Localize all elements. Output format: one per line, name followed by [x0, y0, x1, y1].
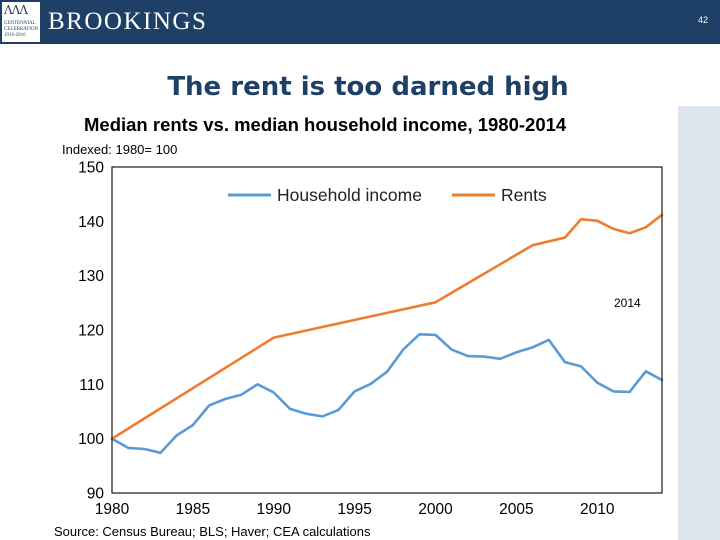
chart-title: Median rents vs. median household income… — [84, 114, 567, 135]
x-tick-label: 1990 — [257, 501, 292, 518]
y-tick-label: 100 — [78, 431, 104, 448]
y-tick-label: 90 — [87, 486, 105, 503]
slide-title: The rent is too darned high — [167, 72, 569, 102]
y-tick-label: 110 — [79, 377, 104, 394]
brookings-logo-icon: ΛΛΛ CENTENNIAL CELEBRATION 1916-2016 — [2, 2, 40, 42]
x-tick-label: 2005 — [499, 501, 533, 518]
plot-area — [111, 166, 663, 494]
chart-subtitle: Indexed: 1980= 100 — [62, 142, 178, 157]
annotation-2014: 2014 — [614, 296, 641, 310]
y-tick-label: 130 — [78, 268, 104, 285]
series-line-household-income — [110, 333, 664, 455]
chart-source: Source: Census Bureau; BLS; Haver; CEA c… — [54, 524, 371, 539]
y-tick-label: 150 — [78, 160, 104, 177]
x-tick-label: 1985 — [176, 501, 210, 518]
legend-label: Rents — [501, 185, 547, 205]
brand-name: BROOKINGS — [48, 8, 208, 35]
page-number: 42 — [697, 15, 708, 25]
x-tick-label: 1980 — [95, 501, 130, 518]
header-bar: ΛΛΛ CENTENNIAL CELEBRATION 1916-2016 BRO… — [0, 0, 720, 44]
x-tick-label: 2010 — [580, 501, 615, 518]
legend-label: Household income — [277, 185, 422, 205]
x-tick-label: 2000 — [418, 501, 453, 518]
series-line-rents — [110, 213, 664, 440]
y-tick-label: 140 — [78, 214, 104, 231]
y-tick-label: 120 — [78, 323, 104, 340]
right-decorative-band — [678, 106, 720, 540]
x-tick-label: 1995 — [337, 501, 371, 518]
